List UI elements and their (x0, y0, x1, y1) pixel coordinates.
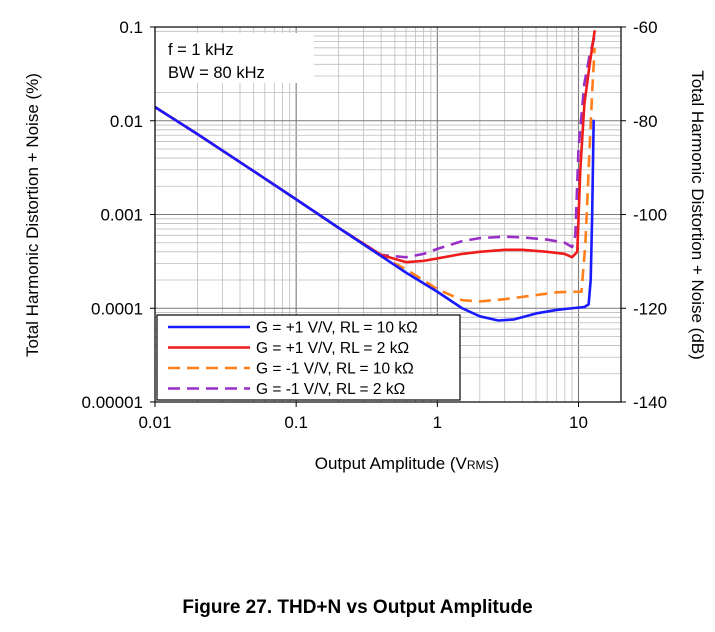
y-axis-right-title: Total Harmonic Distortion + Noise (dB) (688, 70, 707, 360)
series-line-3 (155, 35, 596, 259)
bandwidth-note: BW = 80 kHz (168, 64, 265, 82)
legend-entry-label: G = +1 V/V, RL = 2 kΩ (256, 340, 409, 357)
x-axis-title: Output Amplitude (VRMS) (315, 454, 499, 473)
legend: G = +1 V/V, RL = 10 kΩ G = +1 V/V, RL = 2… (156, 314, 461, 401)
y-right-tick-label: -80 (633, 112, 658, 131)
legend-box (156, 314, 461, 401)
y-left-tick-label: 0.001 (100, 206, 143, 225)
x-tick-label: 0.01 (138, 413, 171, 432)
test-conditions-note: f = 1 kHz BW = 80 kHz (156, 33, 314, 83)
series-line-0 (155, 105, 595, 322)
y-left-tick-label: 0.01 (110, 112, 143, 131)
legend-entry-label: G = +1 V/V, RL = 10 kΩ (256, 320, 418, 337)
y-left-tick-label: 0.0001 (91, 299, 143, 318)
y-left-tick-label: 0.00001 (82, 393, 143, 412)
x-tick-label: 10 (569, 413, 588, 432)
y-axis-left-title: Total Harmonic Distortion + Noise (%) (23, 73, 42, 357)
legend-entry-label: G = -1 V/V, RL = 10 kΩ (256, 361, 414, 378)
y-right-tick-label: -120 (633, 299, 667, 318)
tick-labels: 0.01 0.1 1 10 0.00001 0.0001 0.001 0.01 0.1 -140 -… (82, 18, 667, 432)
x-tick-label: 1 (433, 413, 442, 432)
series-lines (155, 29, 596, 322)
figure-caption: Figure 27. THD+N vs Output Amplitude (182, 597, 533, 618)
series-line-2 (155, 47, 596, 303)
frequency-note: f = 1 kHz (168, 41, 234, 59)
y-right-tick-label: -60 (633, 18, 658, 37)
y-left-tick-label: 0.1 (119, 18, 143, 37)
legend-entry-label: G = -1 V/V, RL = 2 kΩ (256, 381, 405, 398)
x-tick-label: 0.1 (284, 413, 308, 432)
y-right-tick-label: -140 (633, 393, 667, 412)
y-right-tick-label: -100 (633, 206, 667, 225)
